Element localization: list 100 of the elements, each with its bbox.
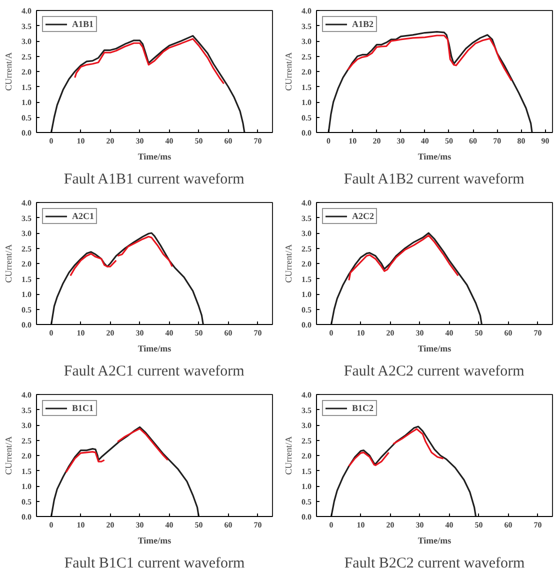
x-tick-label: 50 [194, 136, 203, 146]
y-tick-label: 3.5 [302, 214, 312, 223]
y-tick-label: 2.0 [302, 260, 312, 268]
x-tick-label: 90 [541, 136, 550, 146]
y-axis-title: CUrrent/A [284, 436, 294, 475]
y-tick-label: 1.5 [22, 82, 32, 92]
y-tick-label: 1.0 [22, 98, 32, 107]
x-tick-label: 30 [396, 136, 405, 146]
x-tick-label: 60 [224, 520, 232, 530]
x-tick-label: 60 [224, 136, 232, 146]
x-tick-label: 60 [469, 136, 478, 146]
y-tick-label: 0.0 [302, 512, 312, 522]
x-tick-label: 0 [326, 136, 331, 146]
y-tick-label: 1.5 [302, 274, 312, 284]
y-axis-title: CUrrent/A [284, 52, 294, 91]
y-tick-label: 2.5 [22, 244, 32, 254]
x-tick-label: 40 [420, 136, 429, 146]
text: Fault A2C1 current waveform [64, 364, 245, 380]
y-tick-label: 2.0 [22, 68, 32, 76]
x-axis-title: Time/ms [138, 536, 172, 546]
x-tick-label: 0 [49, 328, 54, 338]
x-tick-label: 30 [136, 520, 144, 530]
x-tick-label: 20 [386, 520, 394, 530]
x-tick-label: 20 [106, 136, 114, 146]
y-tick-label: 1.0 [22, 482, 32, 491]
x-axis-title: Time/ms [418, 152, 452, 162]
y-tick-label: 3.0 [302, 421, 312, 430]
x-tick-label: 10 [356, 520, 365, 530]
x-tick-label: 40 [165, 136, 174, 146]
y-tick-label: 2.0 [302, 452, 312, 460]
y-tick-label: 3.0 [22, 37, 32, 46]
y-tick-label: 4.0 [22, 390, 32, 400]
text: Fault B1C1 current waveform [64, 556, 246, 572]
y-tick-label: 2.0 [302, 68, 312, 76]
y-tick-label: 0.0 [302, 128, 312, 138]
y-tick-label: 1.5 [302, 82, 312, 92]
x-tick-label: 10 [76, 328, 85, 338]
x-tick-label: 70 [254, 328, 262, 338]
y-tick-label: 0.5 [22, 497, 32, 506]
x-tick-label: 0 [329, 328, 334, 338]
x-axis-title: Time/ms [418, 536, 452, 546]
x-axis-title: Time/ms [138, 152, 172, 162]
x-axis-title: Time/ms [418, 344, 452, 354]
x-tick-label: 30 [416, 520, 424, 530]
x-tick-label: 30 [136, 136, 144, 146]
x-tick-label: 30 [416, 328, 424, 338]
y-tick-label: 3.5 [22, 214, 32, 223]
x-tick-label: 60 [504, 328, 512, 338]
text: Fault A2C2 current waveform [344, 364, 525, 380]
text: Fault A1B1 current waveform [64, 172, 245, 188]
x-tick-label: 50 [194, 328, 203, 338]
y-tick-label: 2.5 [22, 52, 32, 62]
x-tick-label: 80 [517, 136, 526, 146]
y-tick-label: 0.5 [22, 305, 32, 314]
x-tick-label: 0 [49, 520, 54, 530]
y-axis-title: CUrrent/A [284, 244, 294, 283]
y-tick-label: 0.0 [302, 320, 312, 330]
y-tick-label: 2.0 [22, 260, 32, 268]
x-tick-label: 50 [474, 328, 483, 338]
y-tick-label: 0.0 [22, 512, 32, 522]
y-tick-label: 4.0 [302, 198, 312, 208]
y-tick-label: 3.5 [302, 22, 312, 31]
y-tick-label: 1.0 [302, 290, 312, 299]
x-tick-label: 0 [49, 136, 54, 146]
y-tick-label: 3.0 [302, 37, 312, 46]
x-tick-label: 10 [76, 520, 85, 530]
y-tick-label: 0.0 [22, 128, 32, 138]
text: Fault A1B2 current waveform [344, 172, 525, 188]
y-tick-label: 1.5 [22, 466, 32, 476]
y-tick-label: 1.0 [302, 98, 312, 107]
y-tick-label: 1.0 [302, 482, 312, 491]
x-tick-label: 70 [254, 520, 262, 530]
legend-label: A2C1 [72, 211, 94, 221]
y-tick-label: 2.5 [22, 436, 32, 446]
x-tick-label: 10 [76, 136, 85, 146]
y-tick-label: 0.5 [302, 305, 312, 314]
y-tick-label: 1.0 [22, 290, 32, 299]
y-tick-label: 0.0 [22, 320, 32, 330]
x-tick-label: 10 [356, 328, 365, 338]
y-tick-label: 3.0 [22, 229, 32, 238]
y-tick-label: 4.0 [22, 6, 32, 16]
x-tick-label: 50 [194, 520, 203, 530]
x-tick-label: 70 [534, 520, 542, 530]
legend-label: A1B2 [352, 19, 374, 29]
legend-label: A2C2 [352, 211, 374, 221]
y-tick-label: 4.0 [302, 390, 312, 400]
x-axis-title: Time/ms [138, 344, 172, 354]
x-tick-label: 50 [474, 520, 483, 530]
x-tick-label: 70 [254, 136, 262, 146]
y-tick-label: 2.5 [302, 244, 312, 254]
x-tick-label: 20 [386, 328, 394, 338]
y-tick-label: 0.5 [22, 113, 32, 122]
x-tick-label: 40 [445, 520, 454, 530]
y-tick-label: 2.0 [22, 452, 32, 460]
x-tick-label: 30 [136, 328, 144, 338]
y-axis-title: CUrrent/A [4, 52, 14, 91]
legend-label: B1C2 [352, 403, 374, 413]
y-tick-label: 4.0 [22, 198, 32, 208]
y-tick-label: 1.5 [22, 274, 32, 284]
y-tick-label: 4.0 [302, 6, 312, 16]
